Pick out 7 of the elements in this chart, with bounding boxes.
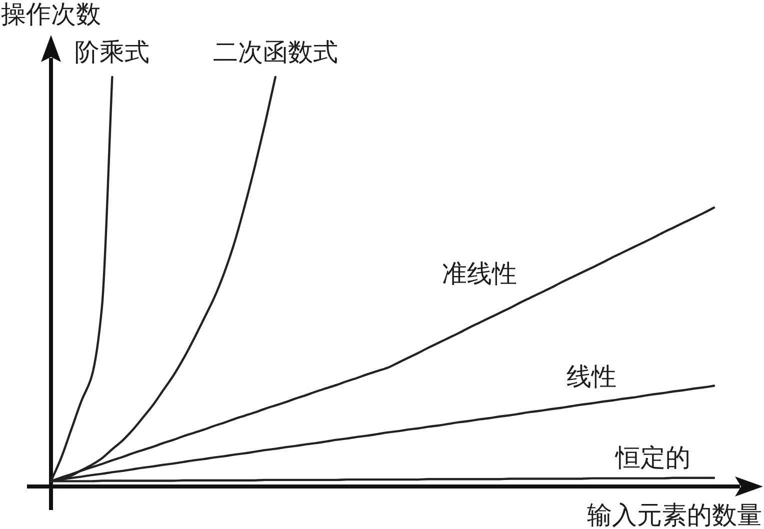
series-label: 阶乘式 bbox=[74, 38, 150, 66]
y-axis-title: 操作次数 bbox=[1, 0, 101, 28]
series-label: 线性 bbox=[566, 362, 617, 391]
x-axis-title: 输入元素的数量 bbox=[587, 500, 762, 529]
series-label: 二次函数式 bbox=[212, 38, 338, 66]
series-label: 准线性 bbox=[442, 259, 517, 288]
series-label: 恒定的 bbox=[614, 442, 690, 472]
